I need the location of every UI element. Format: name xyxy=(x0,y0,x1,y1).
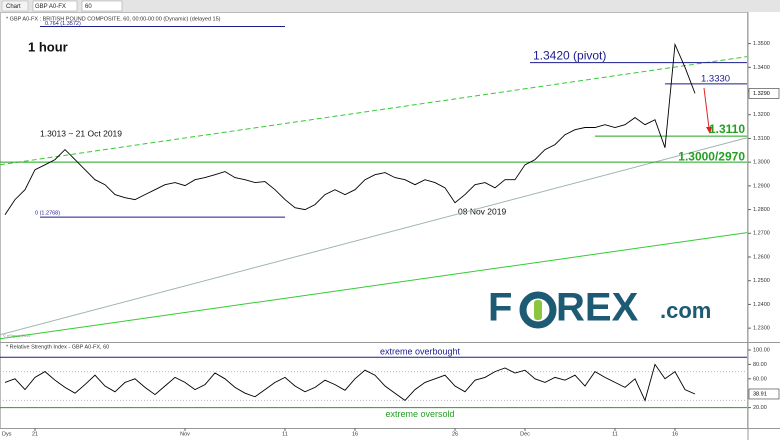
level-label: extreme overbought xyxy=(380,347,461,357)
y-tick-label: 100.00 xyxy=(753,347,770,353)
x-tick-label: 11 xyxy=(612,431,618,437)
logo: F REX .com xyxy=(488,286,711,330)
x-tick-label: 26 xyxy=(452,431,458,437)
trendline xyxy=(0,232,748,340)
x-tick-label: Dec xyxy=(520,431,530,437)
last-value-box xyxy=(748,88,780,99)
level-label: 1.3000/2970 xyxy=(678,149,745,163)
y-tick-label: 1.2700 xyxy=(753,231,770,237)
interval: 60 xyxy=(85,4,92,10)
timeframe: 1 hour xyxy=(28,39,68,54)
annotation: 08 Nov 2019 xyxy=(458,206,506,216)
level-label: 1.3110 xyxy=(709,122,745,136)
last-value-box xyxy=(748,388,780,400)
y-tick-label: 1.2600 xyxy=(753,254,770,260)
y-tick-label: 1.3500 xyxy=(753,41,770,47)
price-line xyxy=(4,42,696,216)
y-tick-label: 60.00 xyxy=(753,376,767,382)
y-tick-label: 1.3200 xyxy=(753,112,770,118)
level-label: 1.3330 xyxy=(701,73,730,84)
logo-suffix: .com xyxy=(660,298,711,323)
last-value-label: 1.3290 xyxy=(753,91,770,97)
logo-icon xyxy=(534,300,542,320)
symbol: GBP A0-FX xyxy=(35,4,66,10)
y-tick-label: 20.00 xyxy=(753,405,767,411)
arrow-head xyxy=(706,127,712,134)
chart-tab-label: Chart xyxy=(6,4,21,10)
x-tick-label: 16 xyxy=(672,431,678,437)
annotation: 1.3013 ~ 21 Oct 2019 xyxy=(40,128,122,138)
trendline xyxy=(0,137,748,336)
toolbar xyxy=(0,0,780,12)
arrow-shaft xyxy=(703,87,710,129)
y-tick-label: 1.2800 xyxy=(753,207,770,213)
price-line xyxy=(4,363,696,402)
symbol-box[interactable] xyxy=(32,0,78,12)
x-tick-label: Nov xyxy=(180,431,190,437)
y-tick-label: 1.2300 xyxy=(753,326,770,332)
rsi-title: * Relative Strength Index - GBP A0-FX, 6… xyxy=(6,344,109,350)
y-tick-label: 1.2500 xyxy=(753,278,770,284)
price-title: * GBP A0-FX : BRITISH POUND COMPOSITE, 6… xyxy=(6,16,221,22)
trendline xyxy=(0,56,748,166)
level-label: extreme oversold xyxy=(385,409,454,419)
logo-text: F xyxy=(488,286,512,330)
level-label: 1.3420 (pivot) xyxy=(533,49,606,63)
logo-text: REX xyxy=(556,286,639,330)
logo-icon xyxy=(519,291,557,329)
y-tick-label: 1.3100 xyxy=(753,136,770,142)
y-tick-label: 1.3400 xyxy=(753,65,770,71)
y-tick-label: 80.00 xyxy=(753,362,767,368)
last-value-label: 38.91 xyxy=(753,391,767,397)
level-label: 0 (1.2768) xyxy=(35,211,60,217)
x-tick-label: 11 xyxy=(282,431,288,437)
x-tick-label: 16 xyxy=(352,431,358,437)
y-tick-label: 1.2400 xyxy=(753,302,770,308)
y-tick-label: 1.2900 xyxy=(753,183,770,189)
x-axis-unit: Dys xyxy=(2,431,12,437)
interval-box[interactable] xyxy=(81,0,123,12)
chart-tab[interactable] xyxy=(1,0,29,12)
x-tick-label: 21 xyxy=(32,431,38,437)
level-label: 0.764 (1.3572) xyxy=(45,21,81,27)
y-tick-label: 1.3000 xyxy=(753,160,770,166)
credit: © eSignal 2019 xyxy=(3,333,31,338)
